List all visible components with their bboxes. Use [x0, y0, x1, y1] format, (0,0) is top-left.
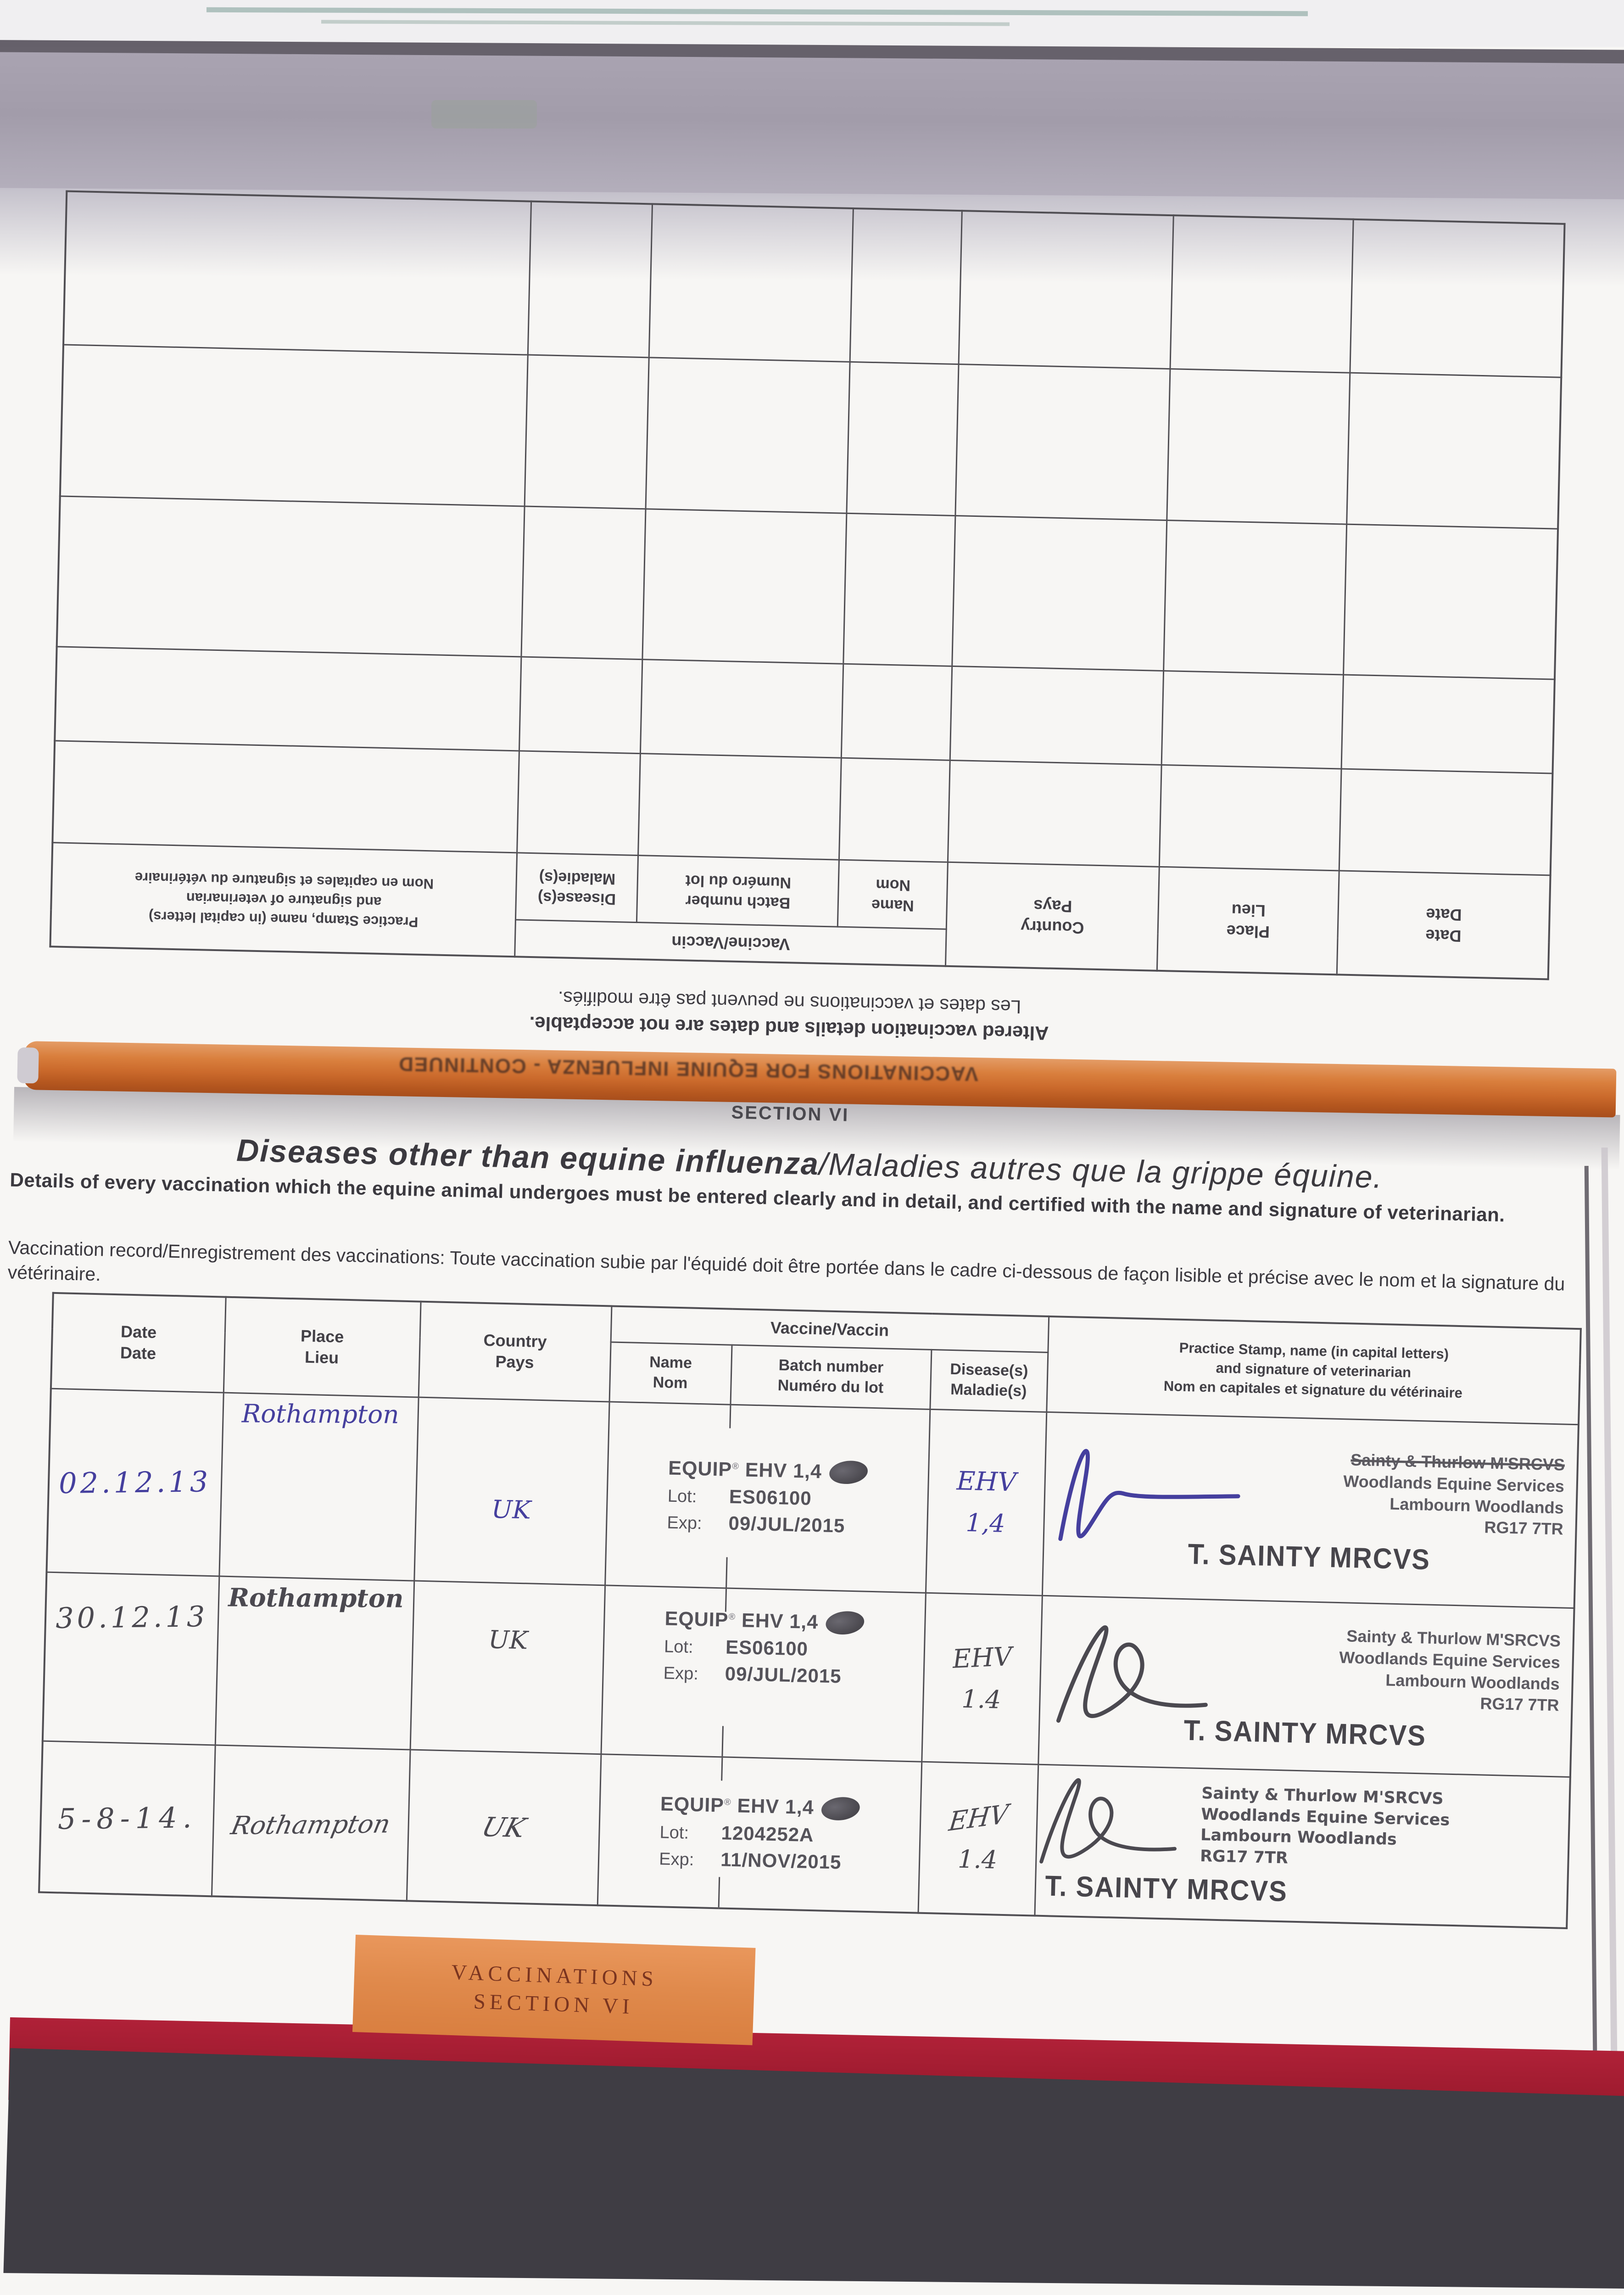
- flipped-header-date: Date Date: [1337, 871, 1551, 980]
- section-vi-block: SECTION VI Diseases other than equine in…: [0, 1054, 1624, 2010]
- vet-name: T. SAINTY MRCVS: [1183, 1714, 1427, 1752]
- veterinarian-signature: [1034, 1419, 1249, 1578]
- table-row: 5-8-14. Rothampton UK EQUIP® EHV 1,4: [39, 1741, 1570, 1928]
- flipped-warning-note: Altered vaccination details and dates ar…: [137, 977, 1441, 1054]
- flipped-header-disease: Disease(s) Maladie(s): [515, 853, 639, 923]
- flipped-vaccination-table: Date Date Place Lieu Country Pays Vaccin…: [49, 190, 1566, 980]
- empty-cell: [1344, 524, 1558, 680]
- handwritten-disease: EHV 1.4: [952, 1641, 1013, 1714]
- place-cell: Rothampton: [215, 1576, 414, 1750]
- vaccine-stamp: EQUIP® EHV 1,4 Lot: ES06100 Exp: 09/JUL/20…: [667, 1457, 869, 1538]
- handwritten-place: Rothampton: [229, 1809, 393, 1840]
- handwritten-country: UK: [491, 1494, 531, 1524]
- section-tab: VACCINATIONS SECTION VI: [352, 1935, 756, 2045]
- empty-cell: [1350, 219, 1565, 378]
- header-country: Country Pays: [418, 1301, 612, 1402]
- practice-stamp-text: Sainty & Thurlow M'SRCVS Woodlands Equin…: [1339, 1626, 1561, 1715]
- section-title-en: Diseases other than equine influenza: [236, 1133, 820, 1182]
- country-cell: UK: [406, 1749, 601, 1906]
- handwritten-date: 02.12.13: [58, 1464, 212, 1500]
- empty-cell: [1339, 769, 1553, 876]
- flipped-header-place: Place Lieu: [1157, 867, 1339, 975]
- registered-mark-icon: ®: [724, 1797, 732, 1808]
- date-cell: 5-8-14.: [39, 1741, 215, 1897]
- stamp-cell: Sainty & Thurlow M'SRCVS Woodlands Equin…: [1042, 1411, 1579, 1608]
- vet-name: T. SAINTY MRCVS: [1044, 1870, 1288, 1908]
- practice-stamp-text: Sainty & Thurlow M'SRCVS Woodlands Equin…: [1200, 1784, 1450, 1868]
- header-date: Date Date: [50, 1293, 226, 1393]
- header-batch: Batch number Numéro du lot: [730, 1344, 932, 1409]
- place-cell: Rothampton: [219, 1392, 419, 1581]
- vaccine-cell: EQUIP® EHV 1,4 Lot: ES06100 Exp: 09/JUL/20…: [605, 1401, 930, 1593]
- registered-mark-icon: ®: [728, 1611, 736, 1622]
- registered-mark-icon: ®: [732, 1461, 740, 1472]
- flipped-header-country: Country Pays: [945, 862, 1160, 971]
- flipped-header-stamp: Practice Stamp, name (in capital letters…: [50, 843, 518, 957]
- flipped-header-batch: Batch number Numéro du lot: [636, 856, 839, 927]
- country-cell: UK: [410, 1580, 605, 1754]
- handwritten-country: UK: [488, 1624, 528, 1655]
- header-place: Place Lieu: [223, 1297, 421, 1397]
- stamp-cell: Sainty & Thurlow M'SRCVS Woodlands Equin…: [1038, 1595, 1574, 1777]
- veterinarian-signature: [1008, 1751, 1204, 1895]
- handwritten-date: 30.12.13: [56, 1599, 208, 1635]
- header-disease: Disease(s) Maladie(s): [930, 1349, 1048, 1412]
- vaccine-logo-blob-icon: [828, 1459, 869, 1486]
- empty-cell: [1347, 373, 1562, 529]
- vaccination-table: Date Date Place Lieu Country Pays Vaccin…: [38, 1292, 1582, 1929]
- practice-stamp-text: Sainty & Thurlow M'SRCVS Woodlands Equin…: [1343, 1450, 1565, 1539]
- vaccine-stamp: EQUIP® EHV 1,4 Lot: 1204252A Exp: 11/NOV/2…: [659, 1793, 861, 1874]
- hidden-flipped-title: VACCINATIONS FOR EQUINE INFLUENZA - CONT…: [397, 1052, 979, 1086]
- stamp-cell: Sainty & Thurlow M'SRCVS Woodlands Equin…: [1034, 1764, 1570, 1928]
- scan-artifact-patch: [431, 100, 537, 129]
- tab-line-1: VACCINATIONS: [451, 1960, 658, 1991]
- header-stamp: Practice Stamp, name (in capital letters…: [1046, 1316, 1581, 1425]
- disease-cell: EHV 1.4: [921, 1592, 1042, 1764]
- section-title-fr: /Maladies autres que la grippe équine.: [818, 1147, 1384, 1195]
- table-row: 30.12.13 Rothampton UK EQUIP® EHV 1,4: [42, 1572, 1574, 1777]
- flipped-header-name: Name Nom: [837, 860, 948, 929]
- table-row: 02.12.13 Rothampton UK EQUIP® EHV 1,4: [46, 1388, 1579, 1608]
- handwritten-country: UK: [478, 1811, 530, 1843]
- empty-cell: [1341, 675, 1555, 774]
- vaccine-cell: EQUIP® EHV 1,4 Lot: ES06100 Exp: 09/JUL/20…: [601, 1585, 926, 1762]
- pencil-end-cap: [17, 1047, 39, 1084]
- place-cell: Rothampton: [211, 1745, 410, 1901]
- handwritten-place: Rothampton: [241, 1399, 399, 1429]
- vaccine-stamp: EQUIP® EHV 1,4 Lot: ES06100 Exp: 09/JUL/20…: [663, 1607, 865, 1688]
- handwritten-place: Rothampton: [228, 1582, 404, 1613]
- scan-gray-band: [0, 52, 1624, 202]
- vaccine-cell: EQUIP® EHV 1,4 Lot: 1204252A Exp: 11/NOV/2…: [597, 1754, 922, 1913]
- veterinarian-signature: [1030, 1591, 1227, 1750]
- header-name: Name Nom: [609, 1342, 732, 1405]
- vaccine-logo-blob-icon: [824, 1609, 865, 1637]
- vaccine-logo-blob-icon: [820, 1795, 861, 1822]
- handwritten-disease: EHV 1,4: [956, 1466, 1017, 1538]
- disease-cell: EHV 1,4: [925, 1409, 1047, 1595]
- country-cell: UK: [414, 1397, 609, 1585]
- handwritten-date: 5-8-14.: [57, 1801, 197, 1836]
- date-cell: 02.12.13: [46, 1388, 223, 1576]
- date-cell: 30.12.13: [42, 1572, 219, 1745]
- tab-line-2: SECTION VI: [473, 1989, 634, 2019]
